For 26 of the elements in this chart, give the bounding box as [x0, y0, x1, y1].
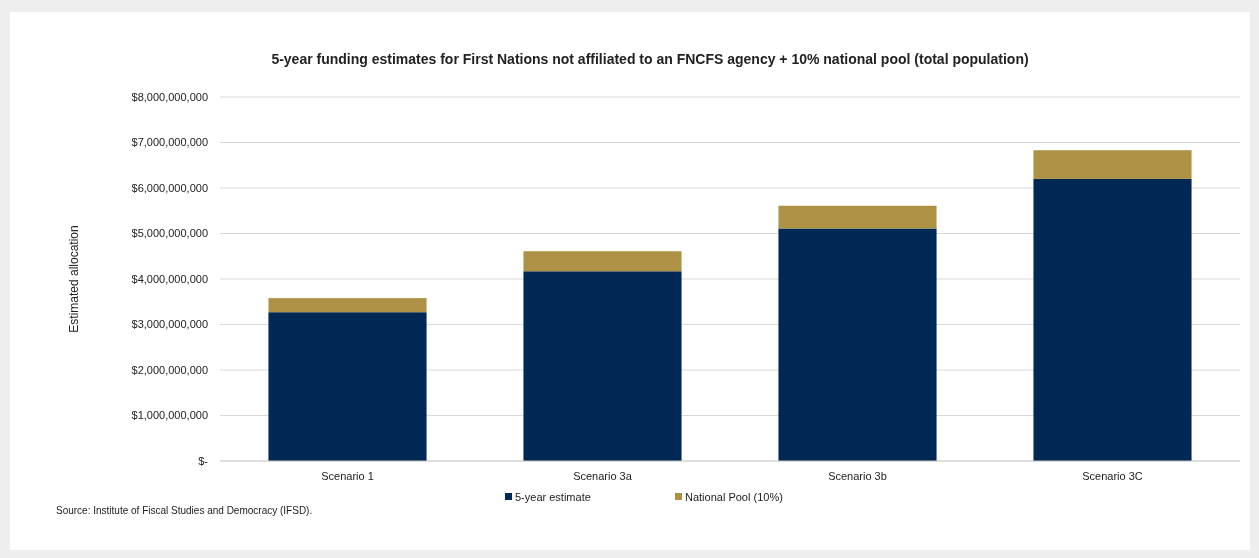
y-tick-label: $3,000,000,000	[131, 318, 208, 331]
bar	[1033, 150, 1192, 179]
bar	[1033, 178, 1192, 461]
x-tick-label: Scenario 1	[321, 470, 374, 482]
y-tick-label: $-	[198, 454, 209, 467]
y-tick-label: $6,000,000,000	[131, 181, 208, 194]
y-tick-label: $4,000,000,000	[131, 272, 208, 285]
y-tick-label: $7,000,000,000	[131, 136, 208, 149]
y-axis-title: Estimated allocation	[67, 225, 81, 333]
x-tick-label: Scenario 3a	[573, 470, 633, 482]
bar	[268, 312, 427, 461]
y-tick-label: $2,000,000,000	[131, 363, 208, 376]
chart-title: 5-year funding estimates for First Nations not affiliated to an FNCFS agency + 10% national pool (total population)	[271, 51, 1029, 67]
bar	[523, 271, 682, 461]
x-tick-label: Scenario 3C	[1082, 470, 1143, 482]
y-tick-label: $8,000,000,000	[131, 90, 208, 103]
source-note: Source: Institute of Fiscal Studies and Democracy (IFSD).	[56, 505, 313, 516]
bar	[778, 205, 937, 229]
bar	[268, 298, 427, 313]
y-tick-label: $1,000,000,000	[131, 409, 208, 422]
x-tick-label: Scenario 3b	[828, 470, 887, 482]
legend-label: National Pool (10%)	[685, 490, 783, 503]
legend-label: 5-year estimate	[515, 490, 591, 503]
y-tick-label: $5,000,000,000	[131, 227, 208, 240]
bar	[523, 251, 682, 272]
bar	[778, 228, 937, 461]
